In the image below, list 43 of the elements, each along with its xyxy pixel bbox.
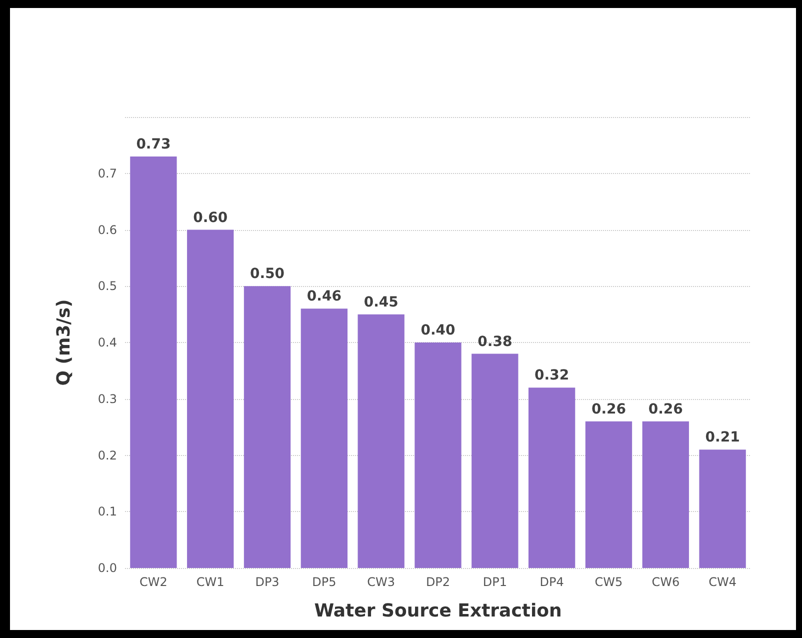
x-tick-label: CW4 xyxy=(708,575,736,589)
data-label: 0.32 xyxy=(534,368,570,384)
bar xyxy=(300,308,348,568)
data-label: 0.50 xyxy=(250,266,285,282)
y-tick-label: 0.1 xyxy=(98,504,117,519)
x-tick-label: CW3 xyxy=(367,575,396,589)
x-tick-label: CW5 xyxy=(594,575,623,589)
x-tick-label: CW2 xyxy=(140,575,168,589)
y-tick-label: 0.0 xyxy=(98,561,117,575)
data-label: 0.73 xyxy=(136,136,171,152)
x-tick-label: DP1 xyxy=(482,575,507,589)
y-tick-label: 0.3 xyxy=(98,392,117,406)
data-label: 0.45 xyxy=(364,294,398,310)
bar xyxy=(414,342,462,568)
data-label: 0.46 xyxy=(306,288,342,305)
bar xyxy=(585,421,632,568)
bar xyxy=(130,156,177,568)
x-tick-label: CW6 xyxy=(652,575,680,589)
data-label: 0.40 xyxy=(420,322,456,338)
bar xyxy=(472,354,518,568)
y-tick-label: 0.4 xyxy=(98,336,117,350)
bar xyxy=(358,314,404,568)
data-label: 0.26 xyxy=(648,401,683,418)
bar xyxy=(528,388,576,568)
y-tick-label: 0.6 xyxy=(98,222,117,237)
data-label: 0.38 xyxy=(478,334,512,350)
x-tick-label: CW1 xyxy=(196,575,224,589)
data-label: 0.21 xyxy=(705,430,740,446)
data-label: 0.60 xyxy=(193,210,228,226)
bar xyxy=(642,421,689,568)
data-label: 0.26 xyxy=(591,401,626,418)
x-tick-label: DP3 xyxy=(255,575,280,589)
x-tick-label: DP5 xyxy=(312,575,336,589)
x-axis-title: Water Source Extraction xyxy=(314,600,562,622)
bar xyxy=(187,230,234,568)
y-tick-label: 0.7 xyxy=(98,166,117,180)
y-axis-title: Q (m3/s) xyxy=(54,299,74,386)
x-tick-label: DP2 xyxy=(426,575,450,589)
y-tick-label: 0.2 xyxy=(98,448,117,462)
bar xyxy=(699,450,746,568)
bar xyxy=(244,286,291,568)
y-tick-label: 0.5 xyxy=(98,279,117,294)
x-tick-label: DP4 xyxy=(540,575,564,589)
